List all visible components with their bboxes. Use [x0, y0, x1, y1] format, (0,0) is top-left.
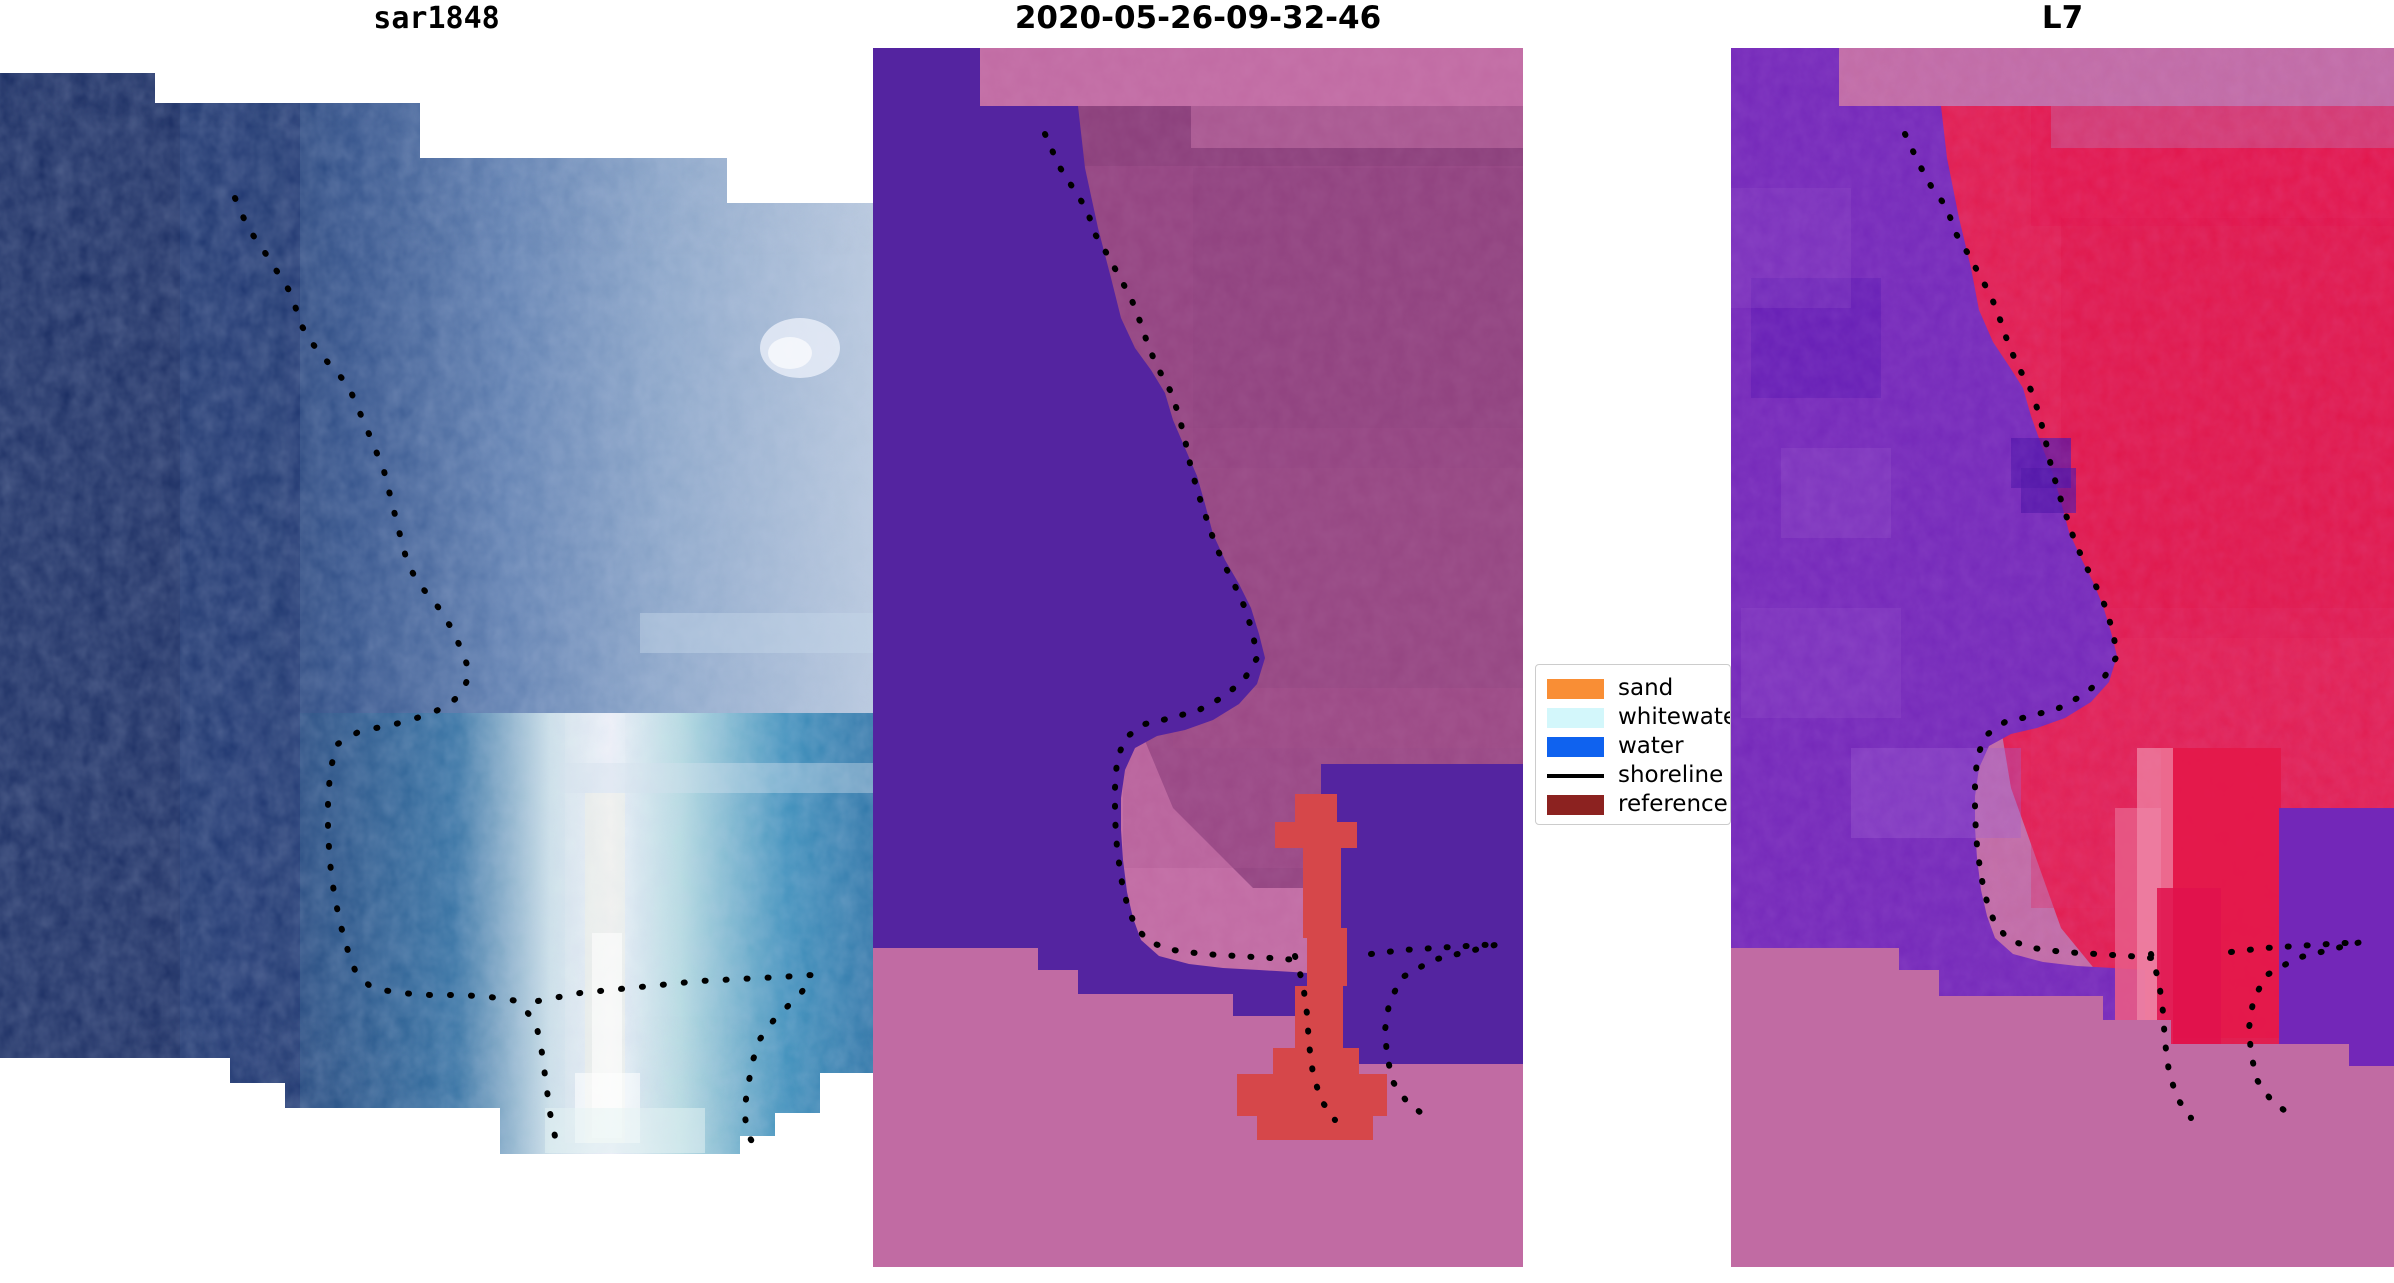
classification-raster	[873, 48, 1523, 1267]
sar-backscatter-raster	[0, 73, 873, 1154]
detected-shoreline-classification	[1042, 131, 1300, 963]
legend-label-reference-shoreline: reference shoreline	[1618, 791, 1730, 817]
sand-class-bottom-l7	[1731, 948, 2394, 1267]
l7-panel[interactable]	[1731, 48, 2394, 1267]
reference-shoreline-swatch	[1547, 794, 1604, 815]
sand-class-bottom	[873, 948, 1523, 1267]
water-class-region	[873, 48, 1349, 1198]
classification-panel[interactable]	[873, 48, 1523, 1267]
l7-composite-raster	[1731, 48, 2394, 1267]
detected-shoreline-inlet-right	[1368, 941, 1500, 1119]
legend-label-water: water	[1618, 733, 1684, 759]
legend-item-shoreline[interactable]: shoreline	[1536, 761, 1730, 790]
sand-swatch	[1547, 678, 1604, 699]
legend-box[interactable]: sand whitewater water shoreline referenc…	[1535, 664, 1731, 825]
detected-shoreline-inlet-right-l7	[2228, 939, 2362, 1117]
sar-panel[interactable]	[0, 73, 873, 1268]
water-swatch	[1547, 736, 1604, 757]
detected-shoreline-sar-right	[535, 971, 818, 1154]
shoreline-line-swatch	[1547, 766, 1604, 786]
panel-title-classification: 2020-05-26-09-32-46	[1014, 0, 1382, 36]
legend-label-whitewater: whitewater	[1618, 704, 1730, 730]
reference-shoreline-region	[1237, 794, 1387, 1140]
legend-label-shoreline: shoreline	[1618, 762, 1724, 788]
whitewater-swatch	[1547, 707, 1604, 728]
panel-title-sar: sar1848	[373, 1, 500, 36]
detected-shoreline-sar	[232, 195, 559, 1144]
legend-item-reference-shoreline[interactable]: reference shoreline	[1536, 790, 1730, 819]
legend-label-sand: sand	[1618, 675, 1674, 701]
legend-item-whitewater[interactable]: whitewater	[1536, 703, 1730, 732]
detected-shoreline-l7	[1902, 131, 2154, 961]
panel-title-l7: L7	[2041, 0, 2084, 36]
legend-item-water[interactable]: water	[1536, 732, 1730, 761]
legend-item-sand[interactable]: sand	[1536, 674, 1730, 703]
